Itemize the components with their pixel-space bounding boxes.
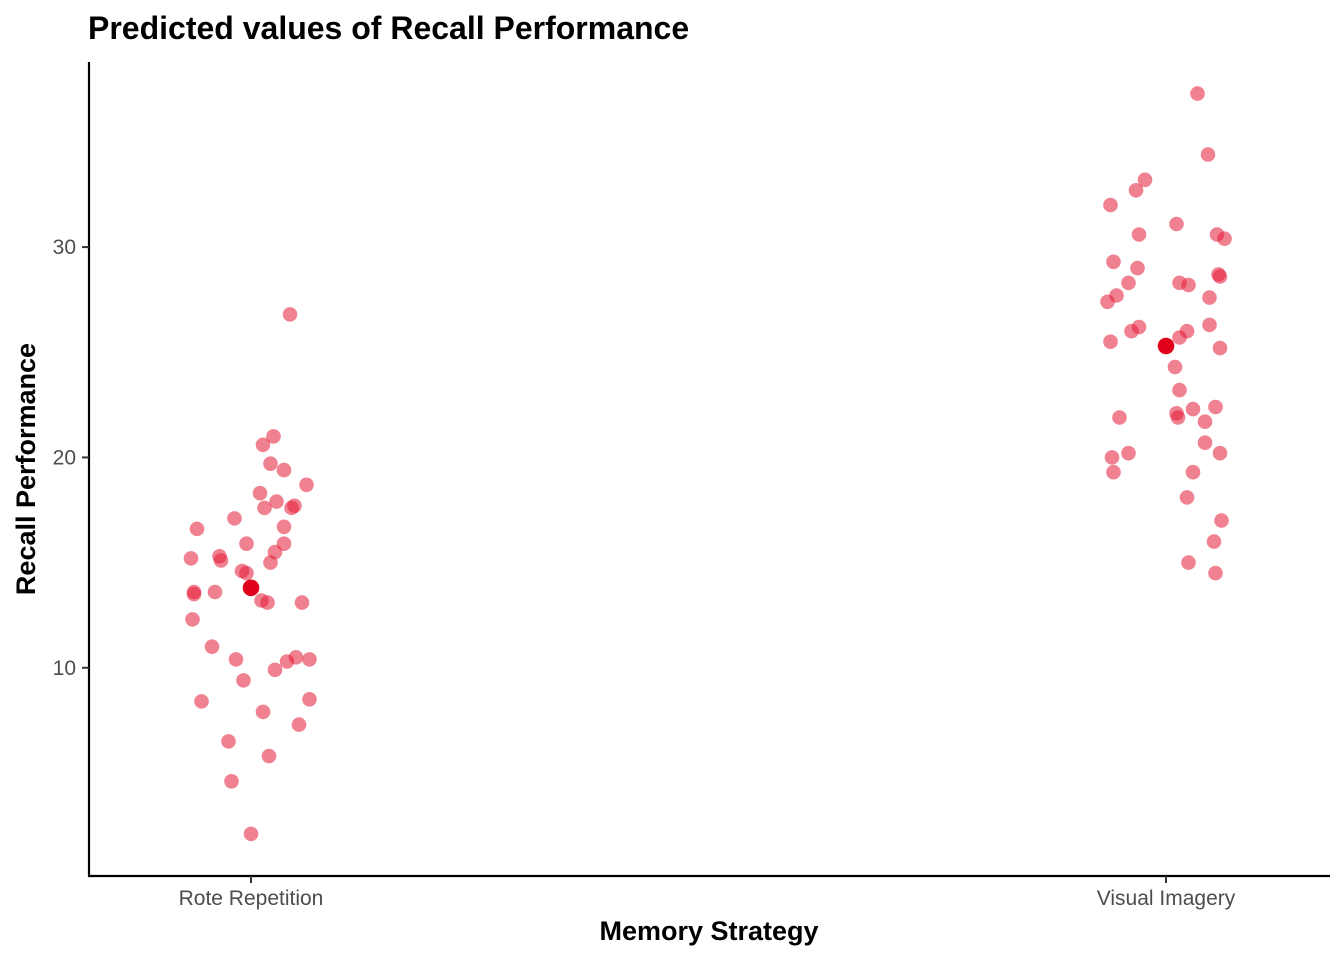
data-point bbox=[1130, 260, 1145, 276]
x-tick-label: Visual Imagery bbox=[1097, 887, 1236, 910]
y-tick-label: 30 bbox=[53, 236, 76, 259]
data-point bbox=[1217, 231, 1232, 246]
data-point bbox=[1190, 86, 1205, 101]
data-point bbox=[1200, 147, 1216, 162]
data-point bbox=[1206, 534, 1222, 549]
data-point bbox=[1121, 445, 1136, 461]
data-point bbox=[1172, 382, 1187, 398]
predicted-point bbox=[1157, 337, 1175, 355]
data-point bbox=[239, 565, 254, 581]
y-tick-label: 20 bbox=[53, 446, 76, 469]
data-point bbox=[1208, 399, 1223, 415]
data-point bbox=[1181, 555, 1196, 570]
data-point bbox=[236, 673, 251, 688]
data-point bbox=[276, 462, 292, 478]
data-point bbox=[239, 536, 254, 551]
data-point bbox=[1131, 227, 1147, 242]
data-point bbox=[1208, 565, 1223, 581]
data-point bbox=[227, 511, 242, 526]
data-point bbox=[1170, 410, 1186, 425]
data-point bbox=[224, 774, 239, 789]
data-point bbox=[207, 584, 223, 600]
data-point bbox=[1128, 183, 1144, 198]
y-axis-title: Recall Performance bbox=[11, 343, 41, 595]
data-point bbox=[204, 639, 220, 654]
data-point bbox=[1106, 254, 1121, 270]
data-point bbox=[1100, 294, 1115, 310]
data-point bbox=[1169, 216, 1184, 232]
x-axis-title: Memory Strategy bbox=[599, 916, 818, 946]
data-point bbox=[1103, 334, 1118, 350]
data-point bbox=[1181, 277, 1196, 293]
data-point bbox=[255, 704, 271, 720]
data-point bbox=[1202, 317, 1217, 333]
data-point bbox=[1106, 464, 1121, 480]
data-point bbox=[183, 551, 199, 566]
data-point bbox=[1124, 323, 1139, 339]
data-point bbox=[1112, 410, 1127, 425]
data-point bbox=[194, 694, 209, 709]
data-point bbox=[282, 307, 298, 322]
data-point bbox=[260, 595, 275, 610]
data-point bbox=[284, 500, 299, 516]
data-point bbox=[269, 494, 284, 509]
x-tick-label: Rote Repetition bbox=[179, 887, 324, 910]
data-point bbox=[1167, 359, 1183, 375]
data-point bbox=[299, 477, 314, 493]
data-point bbox=[302, 692, 317, 707]
data-point bbox=[263, 456, 278, 472]
data-point bbox=[276, 519, 292, 535]
points-layer bbox=[183, 86, 1232, 842]
data-point bbox=[1212, 269, 1228, 284]
data-point bbox=[228, 652, 244, 667]
data-point bbox=[1202, 290, 1217, 305]
data-point bbox=[1137, 172, 1153, 188]
data-point bbox=[221, 734, 236, 749]
predicted-layer bbox=[242, 337, 1175, 597]
data-point bbox=[1212, 340, 1228, 356]
x-axis-ticks: Rote Repetition Visual Imagery bbox=[179, 876, 1236, 910]
data-point bbox=[1212, 445, 1228, 461]
data-point bbox=[1121, 275, 1136, 291]
chart-title: Predicted values of Recall Performance bbox=[88, 10, 689, 46]
data-point bbox=[291, 717, 307, 732]
data-point bbox=[213, 553, 229, 568]
data-point bbox=[267, 662, 283, 678]
data-point bbox=[1172, 330, 1187, 345]
data-point bbox=[279, 654, 295, 669]
data-point bbox=[185, 612, 200, 627]
data-point bbox=[257, 500, 272, 516]
data-point bbox=[1214, 513, 1229, 528]
data-point bbox=[1104, 450, 1120, 465]
data-point bbox=[1179, 490, 1195, 505]
data-point bbox=[255, 437, 271, 453]
data-point bbox=[1185, 401, 1201, 417]
predicted-point bbox=[242, 579, 260, 597]
data-point bbox=[189, 521, 205, 537]
data-point bbox=[243, 826, 259, 842]
data-point bbox=[1197, 414, 1213, 430]
data-point bbox=[261, 748, 277, 764]
y-axis-ticks: 10 20 30 bbox=[53, 236, 89, 680]
data-point bbox=[1103, 197, 1118, 213]
data-point bbox=[186, 586, 202, 602]
data-point bbox=[1185, 464, 1201, 480]
data-point bbox=[252, 485, 268, 501]
data-point bbox=[263, 555, 278, 570]
data-point bbox=[266, 429, 281, 444]
y-tick-label: 10 bbox=[53, 657, 76, 680]
data-point bbox=[1197, 435, 1213, 451]
data-point bbox=[294, 595, 310, 610]
data-point bbox=[302, 652, 317, 667]
